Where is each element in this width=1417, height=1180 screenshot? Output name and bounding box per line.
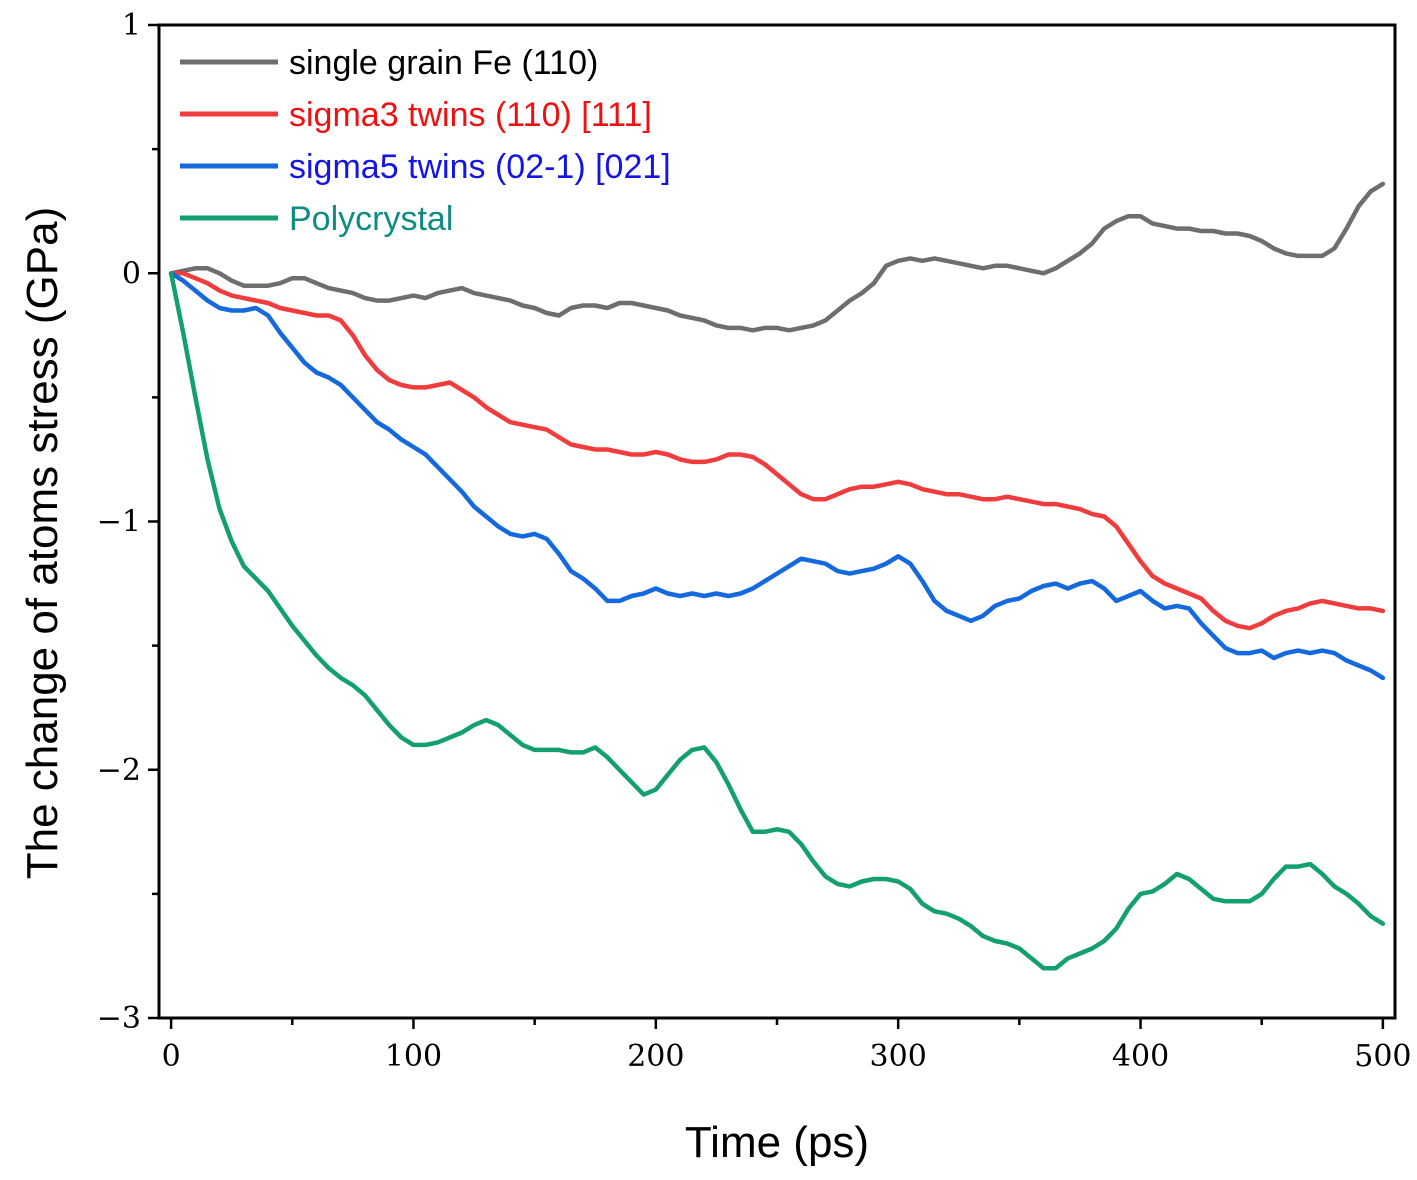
x-tick-label: 0 [162,1039,181,1074]
x-axis-title: Time (ps) [685,1118,869,1167]
series-line-2 [168,271,1386,631]
y-tick-label: −2 [97,753,141,788]
series-line-3 [168,271,1386,681]
legend-label-1: single grain Fe (110) [289,44,598,82]
x-tick-label: 400 [1112,1039,1169,1074]
x-tick-label: 500 [1354,1039,1411,1074]
series-lines [168,181,1386,971]
axis-ticks [148,23,1385,1029]
series-line-1 [168,181,1386,333]
legend: single grain Fe (110) sigma3 twins (110) … [180,44,671,238]
y-tick-label: −1 [97,505,141,540]
y-axis-title: The change of atoms stress (GPa) [18,207,67,880]
legend-label-4: Polycrystal [289,200,453,238]
legend-label-2: sigma3 twins (110) [111] [289,96,652,134]
y-tick-labels: 1 0 −1 −2 −3 [97,8,141,1036]
x-tick-label: 200 [627,1039,684,1074]
series-line-4 [168,271,1386,971]
x-tick-label: 100 [385,1039,442,1074]
y-tick-label: −3 [97,1001,141,1036]
y-tick-label: 1 [122,8,141,43]
legend-label-3: sigma5 twins (02-1) [021] [289,148,671,186]
x-tick-label: 300 [870,1039,927,1074]
x-tick-labels: 0 100 200 300 400 500 [162,1039,1412,1074]
y-tick-label: 0 [122,256,141,291]
